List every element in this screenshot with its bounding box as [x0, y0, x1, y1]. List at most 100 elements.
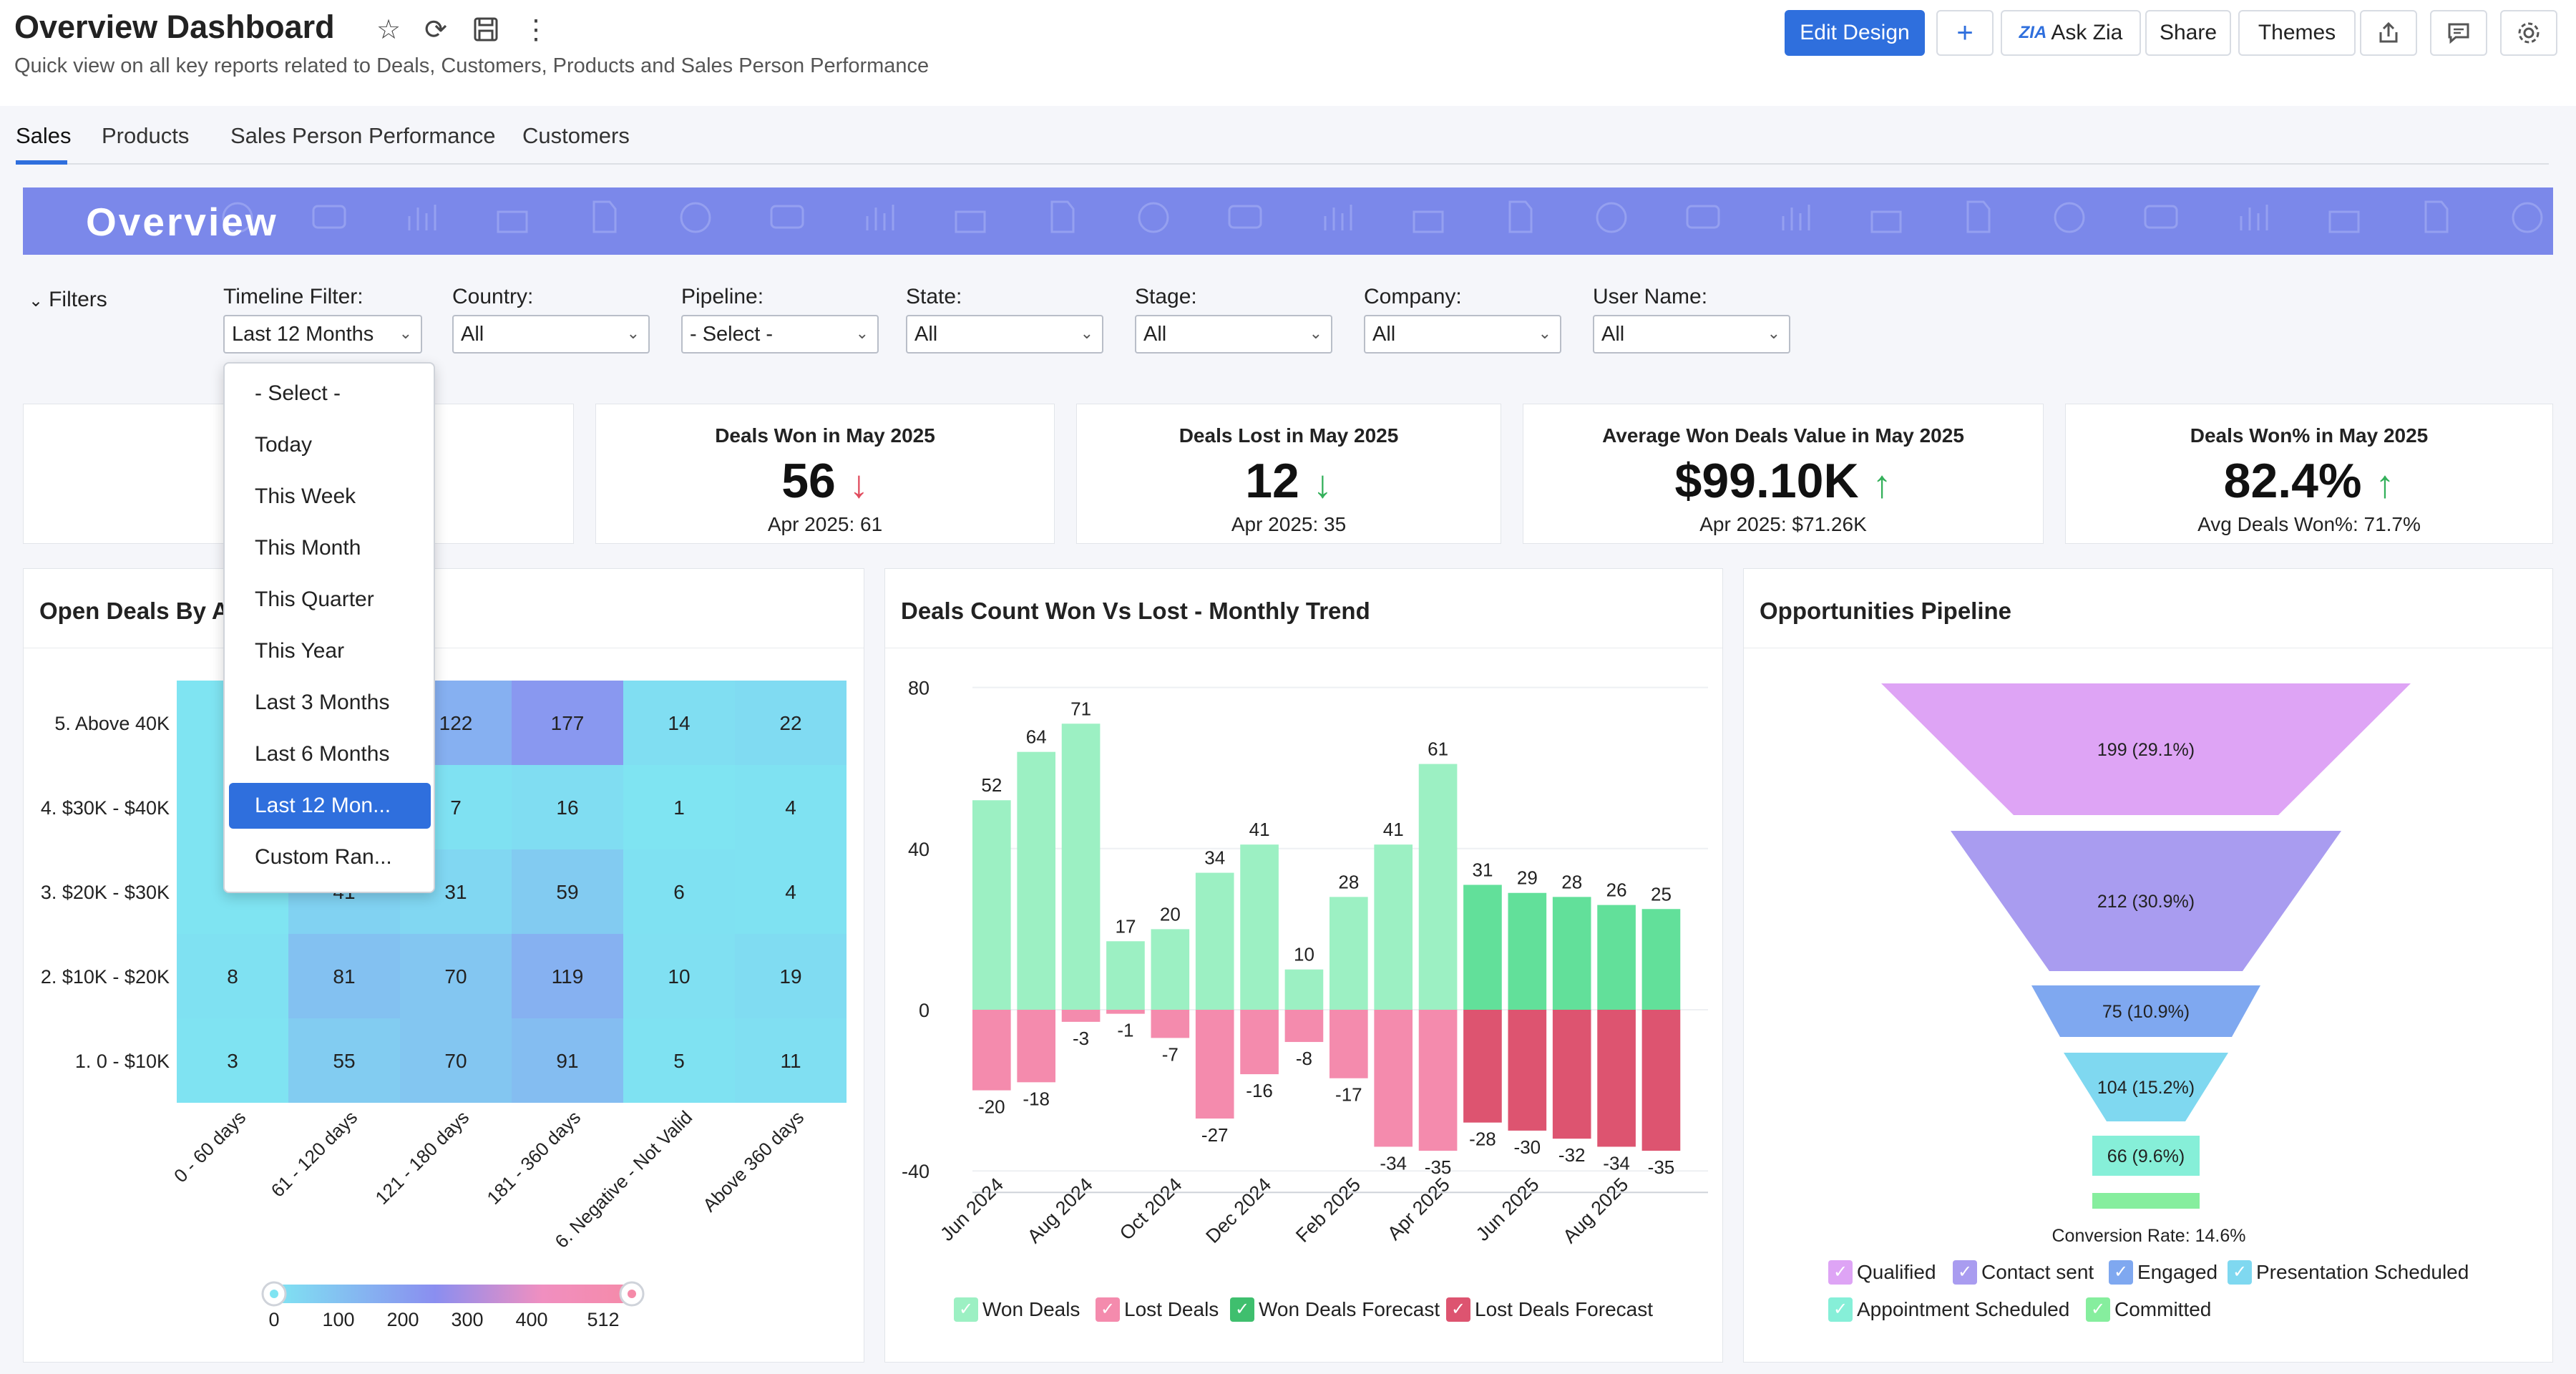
tab-sales-person-performance[interactable]: Sales Person Performance — [230, 123, 496, 148]
won-bar[interactable] — [1552, 897, 1591, 1010]
themes-button[interactable]: Themes — [2238, 10, 2356, 56]
won-bar[interactable] — [972, 800, 1011, 1010]
dropdown-option-this-quarter[interactable]: This Quarter — [255, 588, 374, 611]
kpi-card-deals-won-percent[interactable]: Deals Won% in May 2025 82.4% ↑ Avg Deals… — [2065, 404, 2553, 544]
heatmap-cell[interactable] — [512, 1018, 623, 1103]
won-bar[interactable] — [1418, 764, 1458, 1010]
dropdown-option-this-month[interactable]: This Month — [255, 536, 361, 560]
won-bar[interactable] — [1597, 905, 1636, 1010]
heatmap-cell[interactable] — [623, 765, 735, 849]
lost-bar[interactable] — [1330, 1010, 1368, 1078]
legend-appointment-scheduled[interactable]: ✓ Appointment Scheduled — [1828, 1297, 2069, 1322]
won-bar[interactable] — [1508, 892, 1547, 1010]
edit-design-button[interactable]: Edit Design — [1785, 10, 1925, 56]
heatmap-cell[interactable] — [400, 1018, 512, 1103]
lost-bar[interactable] — [1284, 1010, 1324, 1043]
add-button[interactable]: + — [1936, 10, 1994, 56]
funnel-stage[interactable] — [2031, 985, 2260, 1037]
dropdown-option-custom-range[interactable]: Custom Ran... — [255, 845, 392, 869]
heatmap-cell[interactable] — [288, 934, 400, 1018]
country-filter-select[interactable]: All ⌄ — [452, 315, 650, 354]
won-bar[interactable] — [1463, 885, 1502, 1010]
heatmap-cell[interactable] — [623, 1018, 735, 1103]
heatmap-cell[interactable] — [512, 681, 623, 765]
heatmap-cell[interactable] — [177, 934, 288, 1018]
legend-engaged[interactable]: ✓ Engaged — [2109, 1260, 2218, 1285]
heatmap-cell[interactable] — [735, 934, 847, 1018]
heatmap-cell[interactable] — [512, 765, 623, 849]
heatmap-cell[interactable] — [400, 934, 512, 1018]
legend-lost-deals-forecast[interactable]: ✓ Lost Deals Forecast — [1446, 1297, 1653, 1322]
lost-bar[interactable] — [1597, 1010, 1636, 1147]
stage-filter-select[interactable]: All ⌄ — [1135, 315, 1332, 354]
legend-won-deals-forecast[interactable]: ✓ Won Deals Forecast — [1230, 1297, 1440, 1322]
tab-sales[interactable]: Sales — [16, 123, 72, 148]
dropdown-option-this-week[interactable]: This Week — [255, 484, 356, 508]
lost-bar[interactable] — [1418, 1010, 1458, 1151]
funnel-stage[interactable] — [2064, 1053, 2228, 1121]
dropdown-option-today[interactable]: Today — [255, 433, 313, 457]
more-options-icon[interactable]: ⋮ — [522, 14, 550, 45]
lost-bar[interactable] — [1017, 1010, 1056, 1083]
won-bar[interactable] — [1151, 929, 1190, 1010]
state-filter-select[interactable]: All ⌄ — [906, 315, 1103, 354]
won-bar[interactable] — [1106, 941, 1145, 1010]
funnel-stage[interactable] — [1951, 831, 2341, 971]
kpi-card-deals-won[interactable]: Deals Won in May 2025 56 ↓ Apr 2025: 61 — [595, 404, 1055, 544]
lost-bar[interactable] — [972, 1010, 1011, 1091]
heatmap-cell[interactable] — [623, 849, 735, 934]
won-bar[interactable] — [1641, 909, 1681, 1010]
ask-zia-button[interactable]: ZIA Ask Zia — [2001, 10, 2141, 56]
heatmap-cell[interactable] — [735, 849, 847, 934]
pipeline-filter-select[interactable]: - Select - ⌄ — [681, 315, 879, 354]
heatmap-cell[interactable] — [623, 934, 735, 1018]
tab-customers[interactable]: Customers — [522, 123, 630, 148]
lost-bar[interactable] — [1374, 1010, 1413, 1147]
heatmap-cell[interactable] — [512, 934, 623, 1018]
settings-button[interactable] — [2500, 10, 2557, 56]
won-bar[interactable] — [1195, 872, 1234, 1010]
heatmap-cell[interactable] — [735, 765, 847, 849]
won-bar[interactable] — [1061, 723, 1101, 1010]
funnel-stage[interactable] — [2092, 1136, 2200, 1176]
heatmap-cell[interactable] — [735, 681, 847, 765]
funnel-stage[interactable] — [1881, 683, 2411, 815]
funnel-stage[interactable] — [2092, 1193, 2200, 1209]
lost-bar[interactable] — [1552, 1010, 1591, 1139]
lost-bar[interactable] — [1508, 1010, 1547, 1131]
kpi-card-deals-lost[interactable]: Deals Lost in May 2025 12 ↓ Apr 2025: 35 — [1076, 404, 1501, 544]
timeline-filter-select[interactable]: Last 12 Months ⌄ — [223, 315, 422, 354]
heatmap-cell[interactable] — [512, 849, 623, 934]
dropdown-option-last-3-months[interactable]: Last 3 Months — [255, 691, 390, 714]
star-icon[interactable]: ☆ — [376, 14, 401, 45]
tab-products[interactable]: Products — [102, 123, 190, 148]
lost-bar[interactable] — [1463, 1010, 1502, 1123]
lost-bar[interactable] — [1151, 1010, 1190, 1038]
legend-won-deals[interactable]: ✓ Won Deals — [954, 1297, 1080, 1322]
legend-lost-deals[interactable]: ✓ Lost Deals — [1096, 1297, 1219, 1322]
lost-bar[interactable] — [1195, 1010, 1234, 1119]
refresh-icon[interactable]: ⟳ — [424, 14, 447, 45]
heatmap-cell[interactable] — [288, 1018, 400, 1103]
dropdown-option-last-6-months[interactable]: Last 6 Months — [255, 742, 390, 766]
share-button[interactable]: Share — [2145, 10, 2231, 56]
legend-committed[interactable]: ✓ Committed — [2086, 1297, 2211, 1322]
kpi-card-average-won-value[interactable]: Average Won Deals Value in May 2025 $99.… — [1523, 404, 2044, 544]
heatmap-cell[interactable] — [623, 681, 735, 765]
comments-button[interactable] — [2430, 10, 2487, 56]
user-name-filter-select[interactable]: All ⌄ — [1593, 315, 1790, 354]
won-bar[interactable] — [1284, 969, 1324, 1010]
export-button[interactable] — [2360, 10, 2417, 56]
legend-contact-sent[interactable]: ✓ Contact sent — [1953, 1260, 2094, 1285]
save-icon[interactable] — [469, 13, 502, 46]
legend-presentation-scheduled[interactable]: ✓ Presentation Scheduled — [2228, 1260, 2469, 1285]
won-bar[interactable] — [1330, 897, 1368, 1010]
lost-bar[interactable] — [1106, 1010, 1145, 1014]
heatmap-cell[interactable] — [735, 1018, 847, 1103]
lost-bar[interactable] — [1641, 1010, 1681, 1151]
dropdown-option-select[interactable]: - Select - — [255, 381, 341, 405]
dropdown-option-this-year[interactable]: This Year — [255, 639, 345, 663]
won-bar[interactable] — [1240, 844, 1279, 1010]
dropdown-option-last-12-months[interactable]: Last 12 Mon... — [229, 783, 431, 829]
won-bar[interactable] — [1374, 844, 1413, 1010]
